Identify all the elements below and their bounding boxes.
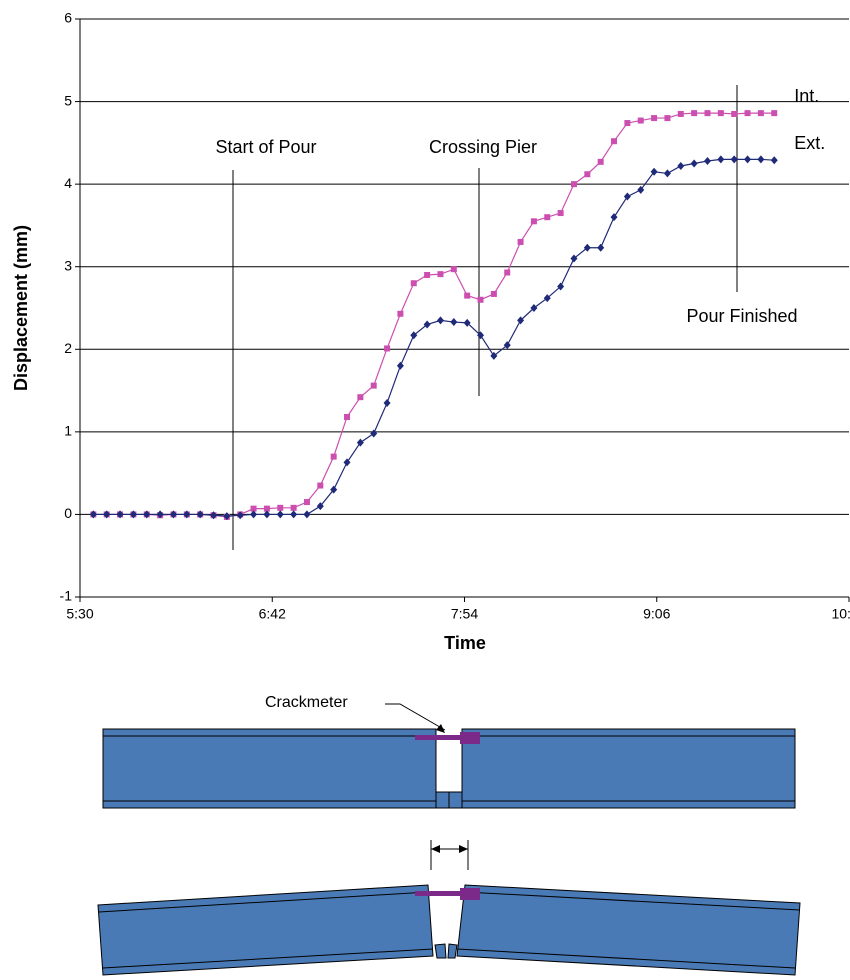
marker xyxy=(744,155,751,163)
marker xyxy=(331,454,337,460)
marker xyxy=(304,499,310,505)
marker xyxy=(717,155,724,163)
y-tick-label: 2 xyxy=(64,340,72,356)
y-tick-label: 0 xyxy=(64,505,72,521)
x-tick-label: 5:30 xyxy=(66,606,93,622)
marker xyxy=(678,111,684,117)
marker xyxy=(371,383,377,389)
marker xyxy=(277,505,283,511)
marker xyxy=(771,156,778,164)
marker xyxy=(771,110,777,116)
marker xyxy=(558,210,564,216)
y-tick-label: 3 xyxy=(64,257,72,273)
marker xyxy=(291,505,297,511)
marker xyxy=(531,218,537,224)
marker xyxy=(584,171,590,177)
leader-line xyxy=(385,704,445,730)
series-line xyxy=(93,113,774,517)
y-tick-label: 5 xyxy=(64,92,72,108)
marker xyxy=(758,110,764,116)
marker xyxy=(370,430,377,438)
marker xyxy=(704,157,711,165)
marker xyxy=(677,162,684,170)
series-label: Ext. xyxy=(794,133,825,153)
x-axis-title: Time xyxy=(444,633,486,653)
y-tick-label: 1 xyxy=(64,423,72,439)
marker xyxy=(745,110,751,116)
marker xyxy=(397,311,403,317)
marker xyxy=(397,362,404,370)
marker xyxy=(357,394,363,400)
marker xyxy=(718,110,724,116)
x-tick-label: 9:06 xyxy=(643,606,670,622)
marker xyxy=(504,341,511,349)
marker xyxy=(277,510,284,518)
marker xyxy=(704,110,710,116)
y-tick-label: 4 xyxy=(64,175,72,191)
marker xyxy=(624,120,630,126)
marker xyxy=(570,254,577,262)
marker xyxy=(731,111,737,117)
marker xyxy=(384,399,391,407)
crackmeter-label: Crackmeter xyxy=(265,694,348,711)
beam-deflected xyxy=(98,840,800,975)
marker xyxy=(451,266,457,272)
marker xyxy=(691,110,697,116)
annotation: Crossing Pier xyxy=(429,137,537,157)
marker xyxy=(384,345,390,351)
marker xyxy=(424,321,431,329)
marker xyxy=(491,291,497,297)
x-tick-label: 6:42 xyxy=(259,606,286,622)
marker xyxy=(464,293,470,299)
marker xyxy=(424,272,430,278)
marker xyxy=(290,510,297,518)
y-axis-title: Displacement (mm) xyxy=(11,225,31,391)
x-tick-label: 7:54 xyxy=(451,606,478,622)
y-tick-label: -1 xyxy=(60,588,73,604)
marker xyxy=(437,316,444,324)
y-tick-label: 6 xyxy=(64,10,72,26)
series-label: Int. xyxy=(794,86,819,106)
x-tick-label: 10:18 xyxy=(831,606,850,622)
marker xyxy=(478,297,484,303)
marker xyxy=(651,115,657,121)
marker xyxy=(757,155,764,163)
marker xyxy=(518,239,524,245)
marker xyxy=(344,414,350,420)
marker xyxy=(317,483,323,489)
beam-straight xyxy=(103,729,795,808)
marker xyxy=(597,244,604,252)
marker xyxy=(303,510,310,518)
marker xyxy=(571,181,577,187)
marker xyxy=(411,280,417,286)
series-line xyxy=(93,159,774,516)
marker xyxy=(691,160,698,168)
marker xyxy=(611,138,617,144)
annotation: Start of Pour xyxy=(215,137,316,157)
marker xyxy=(664,169,671,177)
marker xyxy=(638,118,644,124)
marker xyxy=(584,244,591,252)
marker xyxy=(544,214,550,220)
marker xyxy=(504,269,510,275)
marker xyxy=(450,318,457,326)
annotation: Pour Finished xyxy=(686,306,797,326)
marker xyxy=(437,271,443,277)
marker xyxy=(664,115,670,121)
marker xyxy=(410,331,417,339)
marker xyxy=(598,159,604,165)
figure: Time Displacement (mm) Crackmeter -1 0 1 2 3… xyxy=(0,0,850,980)
